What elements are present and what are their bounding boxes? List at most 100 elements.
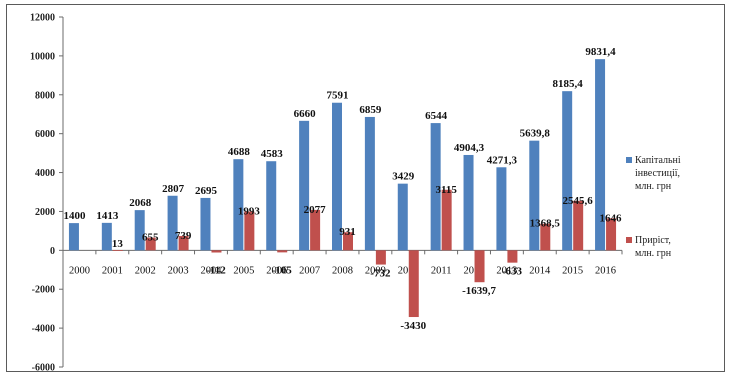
- data-label-capital-investment: 4904,3: [454, 142, 485, 154]
- bar-growth: [211, 250, 222, 253]
- bar-capital-investment: [134, 210, 145, 251]
- bar-growth: [474, 250, 485, 283]
- data-label-growth: 3115: [435, 184, 457, 196]
- bar-growth: [606, 218, 617, 251]
- x-tick-label: 2011: [431, 265, 452, 276]
- bar-capital-investment: [364, 116, 375, 251]
- bar-growth: [540, 223, 551, 251]
- bar-growth: [441, 189, 452, 251]
- y-tick-label: -6000: [32, 363, 55, 374]
- bar-growth: [408, 250, 419, 318]
- x-tick-label: 2013: [496, 265, 517, 276]
- x-tick-label: 2009: [365, 265, 386, 276]
- bar-growth: [310, 209, 321, 251]
- legend-growth-label: млн. грн: [635, 248, 672, 259]
- data-label-growth: 1993: [238, 206, 261, 218]
- x-tick-label: 2000: [69, 265, 90, 276]
- bar-capital-investment: [101, 222, 112, 251]
- legend-capital-investment-label: Капітальні: [635, 155, 681, 166]
- bar-capital-investment: [595, 59, 606, 251]
- data-label-capital-investment: 2695: [195, 185, 218, 197]
- data-label-capital-investment: 1413: [96, 210, 119, 222]
- legend-growth-label: Приріст,: [635, 235, 671, 246]
- bar-capital-investment: [200, 197, 211, 251]
- bar-capital-investment: [463, 154, 474, 251]
- data-label-growth: 739: [175, 230, 192, 242]
- data-label-capital-investment: 2807: [162, 183, 185, 195]
- y-tick-label: 2000: [35, 207, 55, 218]
- legend-capital-investment-label: інвестиції,: [635, 168, 680, 179]
- bar-capital-investment: [397, 183, 408, 251]
- data-label-capital-investment: 7591: [327, 90, 349, 102]
- x-tick-label: 2012: [464, 265, 485, 276]
- data-label-capital-investment: 6859: [359, 104, 382, 116]
- data-label-growth: -1639,7: [462, 285, 496, 297]
- bar-growth: [573, 200, 584, 251]
- data-label-growth: -112: [206, 264, 226, 276]
- y-tick-label: 4000: [35, 168, 55, 179]
- bar-capital-investment: [299, 120, 310, 251]
- legend-capital-investment-swatch: [626, 157, 632, 163]
- x-tick-label: 2015: [562, 265, 583, 276]
- data-label-growth: -633: [502, 266, 523, 278]
- data-label-growth: -732: [370, 268, 391, 280]
- x-tick-label: 2005: [233, 265, 254, 276]
- legend-capital-investment-label: млн. грн: [635, 181, 672, 192]
- data-label-growth: 13: [112, 238, 124, 250]
- bar-growth: [375, 250, 386, 265]
- bar-growth: [277, 250, 288, 253]
- bar-capital-investment: [332, 102, 342, 251]
- data-label-capital-investment: 3429: [392, 171, 415, 183]
- bar-growth: [178, 235, 189, 251]
- data-label-capital-investment: 2068: [129, 197, 152, 209]
- bar-growth: [244, 211, 255, 251]
- x-tick-label: 2008: [332, 265, 353, 276]
- data-label-capital-investment: 8185,4: [553, 78, 584, 90]
- y-tick-label: -4000: [32, 324, 55, 335]
- data-label-growth: -105: [272, 264, 293, 276]
- y-tick-label: -2000: [32, 285, 55, 296]
- bar-capital-investment: [266, 161, 277, 251]
- x-tick-label: 2016: [595, 265, 616, 276]
- data-label-growth: -3430: [400, 320, 426, 332]
- x-tick-label: 2002: [135, 265, 156, 276]
- data-label-capital-investment: 6660: [294, 108, 317, 120]
- data-label-growth: 931: [339, 226, 356, 238]
- x-tick-label: 2014: [529, 265, 551, 276]
- data-label-capital-investment: 1400: [63, 210, 86, 222]
- data-label-capital-investment: 4271,3: [487, 154, 518, 166]
- x-tick-label: 2007: [299, 265, 320, 276]
- x-tick-label: 2010: [398, 265, 419, 276]
- y-tick-label: 8000: [35, 90, 55, 101]
- bar-capital-investment: [529, 140, 540, 251]
- bar-capital-investment: [68, 223, 79, 251]
- legend-growth-swatch: [626, 237, 632, 243]
- bar-capital-investment: [430, 123, 441, 251]
- bar-growth: [507, 250, 518, 263]
- x-tick-label: 2006: [266, 265, 287, 276]
- data-label-growth: 1368,5: [530, 218, 561, 230]
- data-label-capital-investment: 4583: [261, 148, 284, 160]
- data-label-capital-investment: 9831,4: [585, 46, 616, 58]
- bar-capital-investment: [233, 159, 244, 251]
- bar-capital-investment: [562, 91, 573, 251]
- data-label-growth: 655: [142, 232, 159, 244]
- y-tick-label: 0: [50, 246, 55, 257]
- bar-growth: [145, 237, 156, 251]
- data-label-capital-investment: 6544: [425, 110, 448, 122]
- data-label-capital-investment: 5639,8: [520, 128, 551, 140]
- data-label-growth: 1646: [600, 212, 623, 224]
- x-tick-label: 2003: [168, 265, 189, 276]
- data-label-growth: 2545,6: [563, 195, 594, 207]
- y-tick-label: 10000: [30, 51, 55, 62]
- y-tick-label: 12000: [30, 13, 55, 24]
- y-tick-label: 6000: [35, 129, 55, 140]
- data-label-growth: 2077: [304, 204, 327, 216]
- bar-capital-investment: [496, 167, 507, 251]
- bar-growth: [343, 232, 353, 251]
- x-tick-label: 2001: [102, 265, 123, 276]
- x-tick-label: 2004: [200, 265, 222, 276]
- bar-growth: [112, 250, 123, 251]
- bar-capital-investment: [167, 195, 178, 251]
